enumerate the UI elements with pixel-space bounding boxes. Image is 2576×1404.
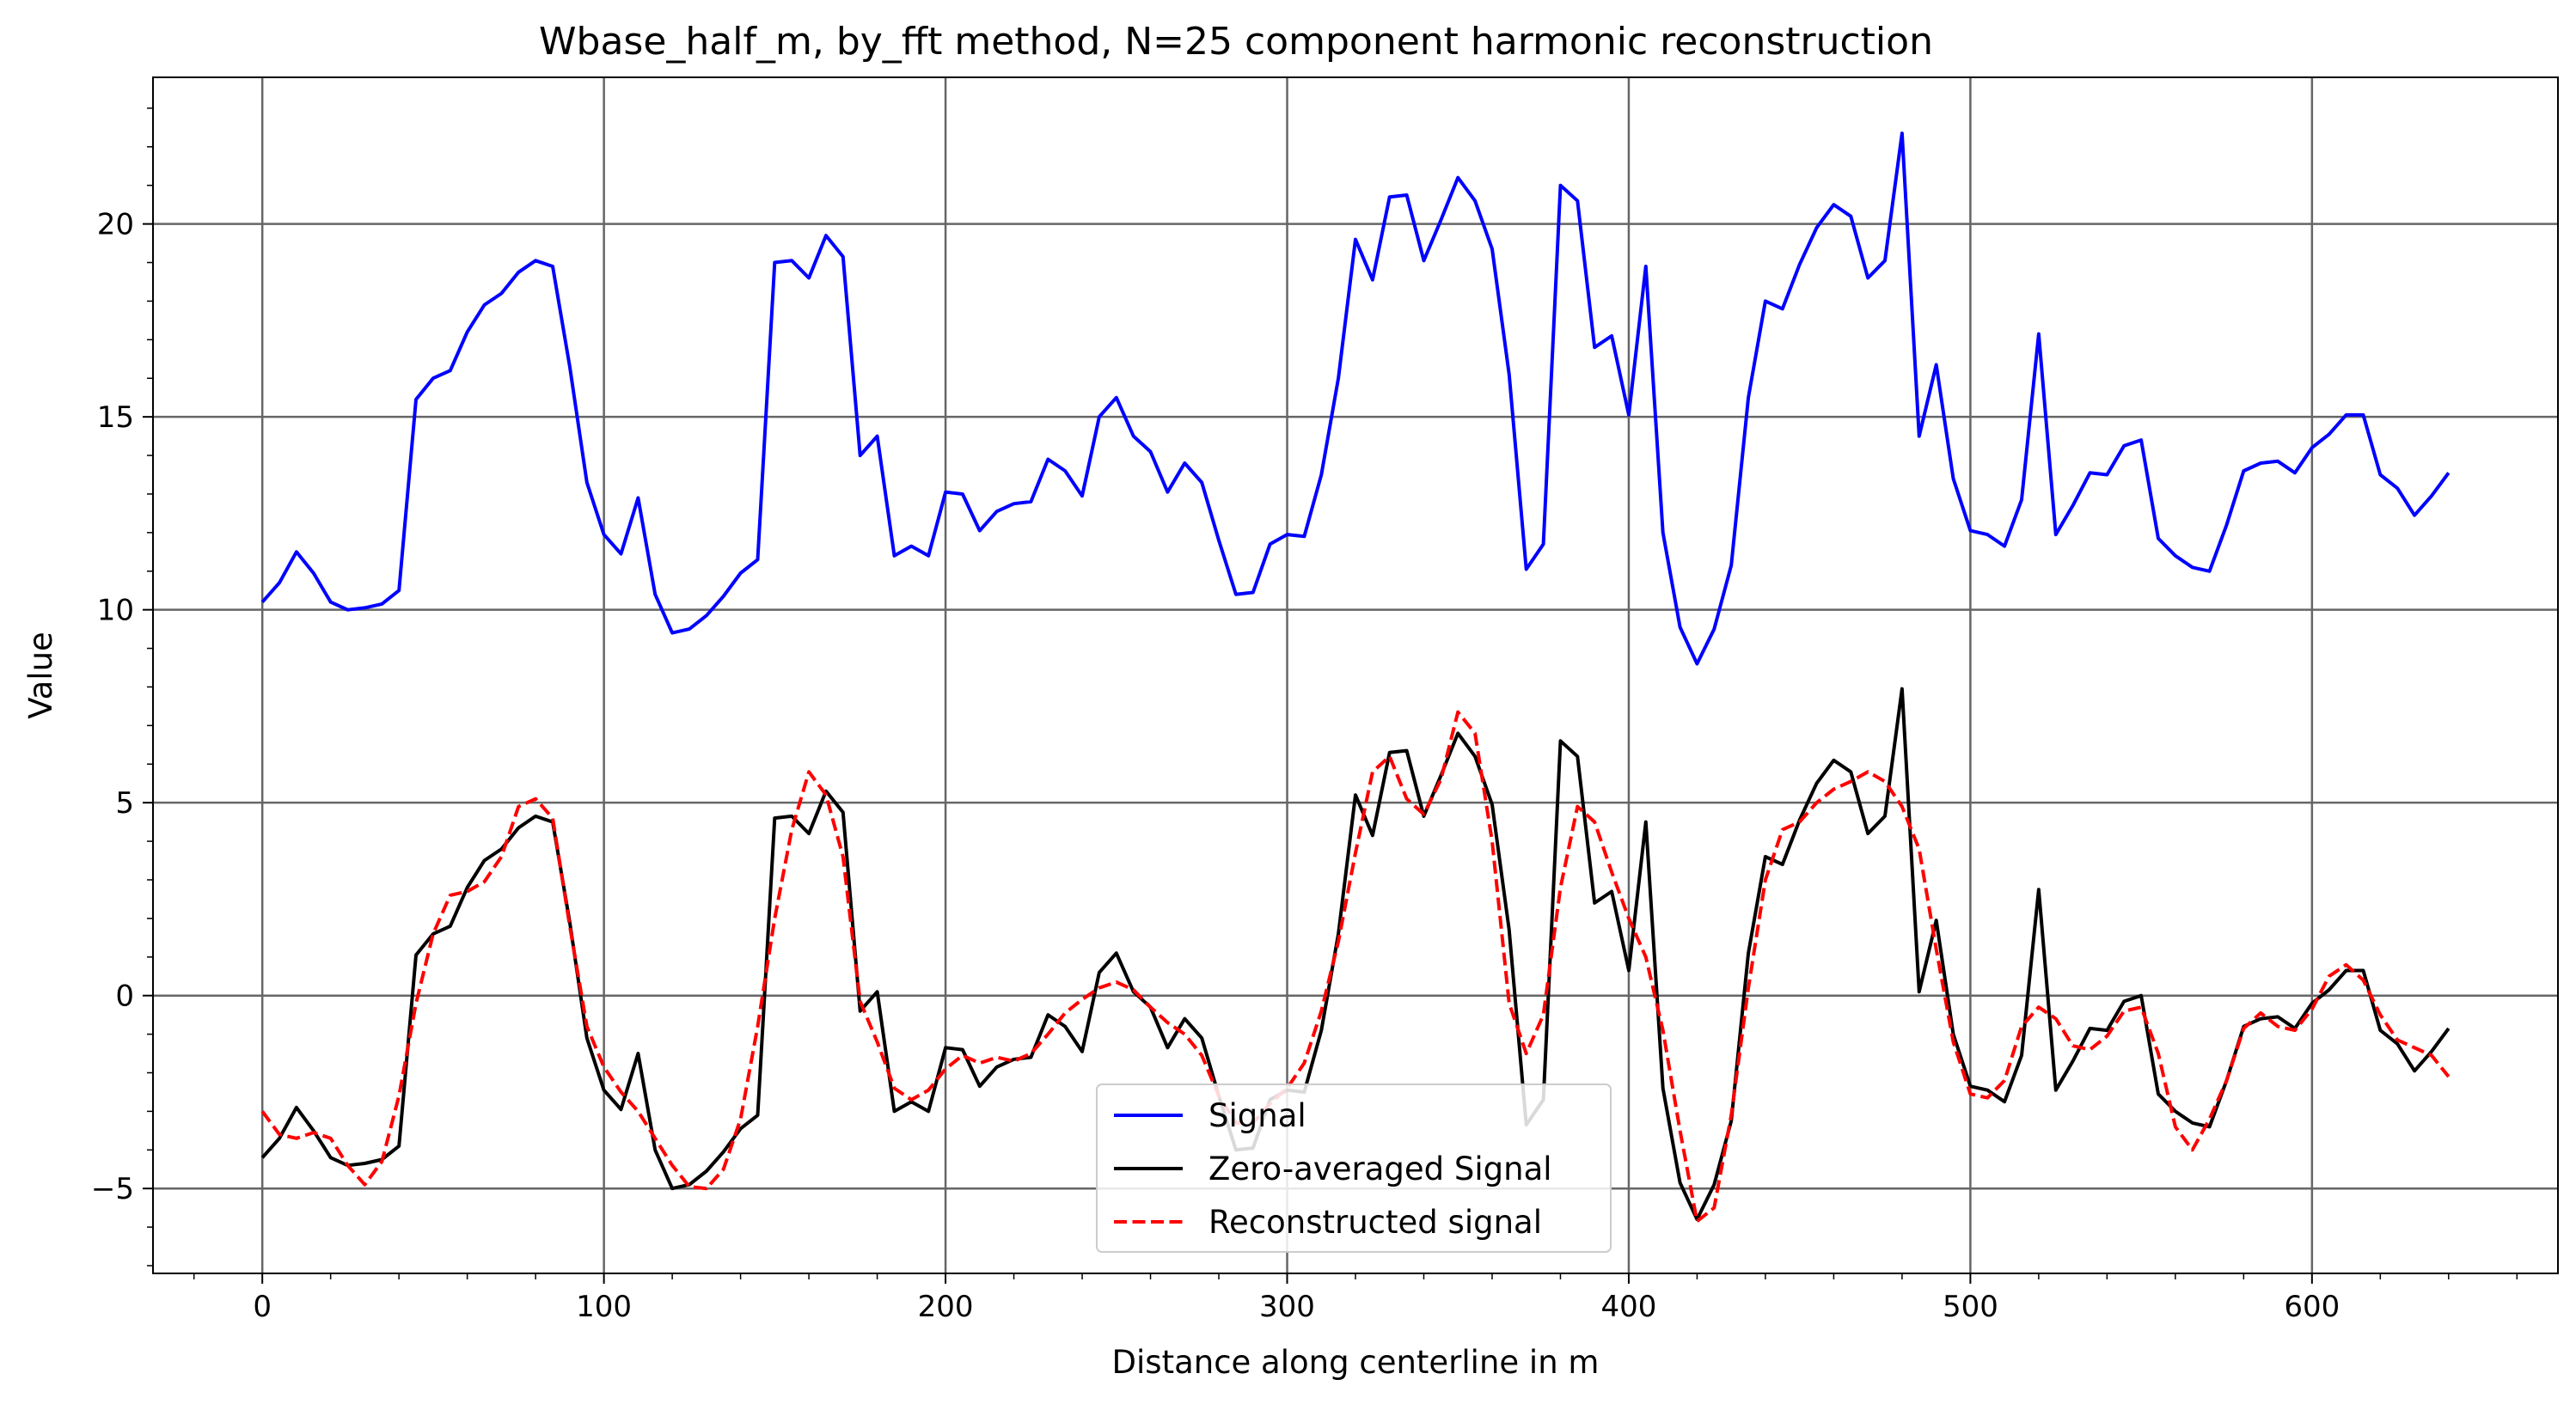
x-tick-label: 300 — [1259, 1290, 1315, 1324]
y-tick-label: 5 — [115, 786, 134, 821]
legend-label: Zero-averaged Signal — [1208, 1151, 1552, 1187]
x-tick-label: 200 — [918, 1290, 974, 1324]
x-axis-label: Distance along centerline in m — [1112, 1344, 1600, 1381]
series-line-1 — [260, 131, 2451, 666]
y-tick-label: 20 — [97, 208, 134, 242]
legend-label: Reconstructed signal — [1208, 1204, 1542, 1241]
series-line-3 — [260, 710, 2451, 1224]
x-tick-label: 600 — [2284, 1290, 2340, 1324]
legend: Signal Zero-averaged Signal Reconstructed … — [1096, 1084, 1612, 1253]
legend-label: Signal — [1208, 1097, 1306, 1134]
legend-box — [1096, 1084, 1612, 1253]
x-tick-label: 0 — [253, 1290, 272, 1324]
y-tick-label: 15 — [97, 400, 134, 435]
y-tick-label: 0 — [115, 980, 134, 1014]
y-tick-label: −5 — [91, 1172, 134, 1206]
chart-title: Wbase_half_m, by_fft method, N=25 compon… — [539, 20, 1933, 64]
x-tick-label: 400 — [1601, 1290, 1657, 1324]
x-tick-label: 500 — [1943, 1290, 1998, 1324]
ticks: 0 100 200 300 400 500 600 −5 0 5 10 15 20 — [91, 107, 2518, 1324]
y-axis-label: Value — [22, 632, 59, 719]
y-tick-label: 10 — [97, 594, 134, 628]
x-tick-label: 100 — [576, 1290, 632, 1324]
series-line-2 — [260, 687, 2451, 1222]
series-layer — [260, 131, 2451, 1224]
